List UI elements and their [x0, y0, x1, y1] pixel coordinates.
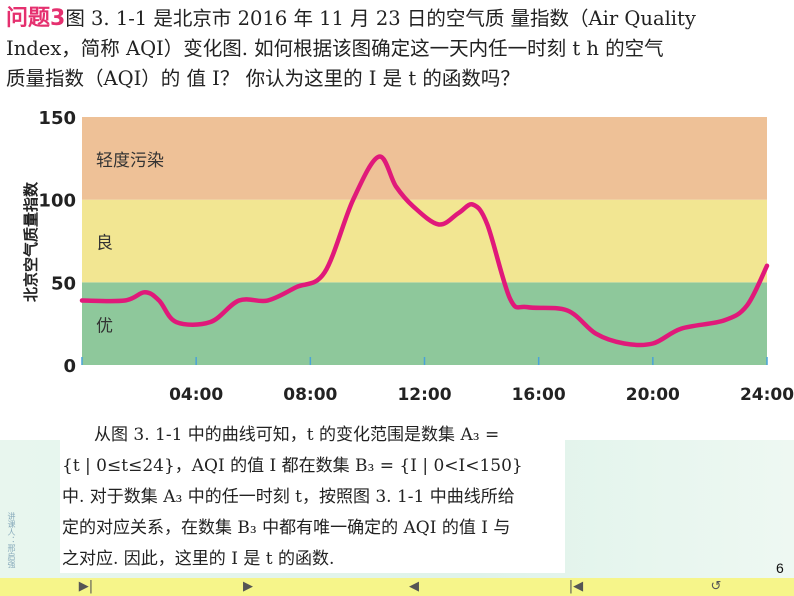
- band-label: 良: [96, 234, 113, 254]
- aqi-band: [82, 117, 767, 200]
- x-tick-label: 08:00: [283, 385, 337, 405]
- question-line-2: Index，简称 AQI）变化图. 如何根据该图确定这一天内任一时刻 t h 的…: [6, 37, 664, 60]
- x-tick-label: 04:00: [169, 385, 223, 405]
- explanation-box: [60, 415, 565, 573]
- question-line-1: 问题3图 3. 1-1 是北京市 2016 年 11 月 23 日的空气质 量指…: [6, 6, 696, 31]
- question-text: 问题3图 3. 1-1 是北京市 2016 年 11 月 23 日的空气质 量指…: [6, 4, 794, 94]
- y-tick-label: 100: [38, 191, 76, 212]
- prev-slide-icon[interactable]: ◀: [409, 579, 419, 594]
- y-tick-label: 50: [51, 273, 76, 294]
- x-tick-label: 24:00: [740, 385, 794, 405]
- aqi-band: [82, 199, 767, 283]
- explanation-line: 从图 3. 1-1 中的曲线可知，t 的变化范围是数集 A₃ =: [94, 425, 500, 445]
- y-tick-label: 150: [38, 108, 76, 129]
- slide-nav-bar: ▶| ▶ ◀ |◀ ↺: [0, 578, 794, 596]
- explanation-line: {t | 0≤t≤24}，AQI 的值 I 都在数集 B₃ = {I | 0<I…: [62, 456, 523, 476]
- question-line-3: 质量指数（AQI）的 值 I？ 你认为这里的 I 是 t 的函数吗？: [6, 67, 520, 90]
- last-slide-icon[interactable]: ▶|: [78, 579, 94, 594]
- page-number: 6: [776, 560, 784, 576]
- x-tick-label: 12:00: [397, 385, 451, 405]
- band-label: 轻度污染: [96, 151, 164, 171]
- explanation-line: 定的对应关系，在数集 B₃ 中都有唯一确定的 AQI 的值 I 与: [62, 518, 511, 538]
- side-note: 讲课人：邢启强: [7, 512, 16, 568]
- aqi-curve: [79, 154, 770, 348]
- explanation-line: 之对应. 因此，这里的 I 是 t 的函数.: [62, 549, 335, 569]
- explanation-text: 从图 3. 1-1 中的曲线可知，t 的变化范围是数集 A₃ = {t | 0≤…: [62, 420, 562, 575]
- next-slide-icon[interactable]: ▶: [243, 579, 253, 594]
- question-label: 问题3: [6, 6, 66, 31]
- x-tick-label: 20:00: [626, 385, 680, 405]
- explanation-line: 中. 对于数集 A₃ 中的任一时刻 t，按照图 3. 1-1 中曲线所给: [62, 487, 515, 507]
- band-label: 优: [96, 316, 113, 336]
- y-axis-label: 北京空气质量指数: [22, 181, 40, 302]
- x-tick-label: 16:00: [512, 385, 566, 405]
- aqi-chart: 优 良 轻度污染 0 50 100 150 04:00 08:00 12:00 16:00 20:00…: [22, 108, 794, 405]
- first-slide-icon[interactable]: |◀: [568, 579, 584, 594]
- y-tick-label: 0: [63, 356, 76, 377]
- return-icon[interactable]: ↺: [710, 579, 722, 594]
